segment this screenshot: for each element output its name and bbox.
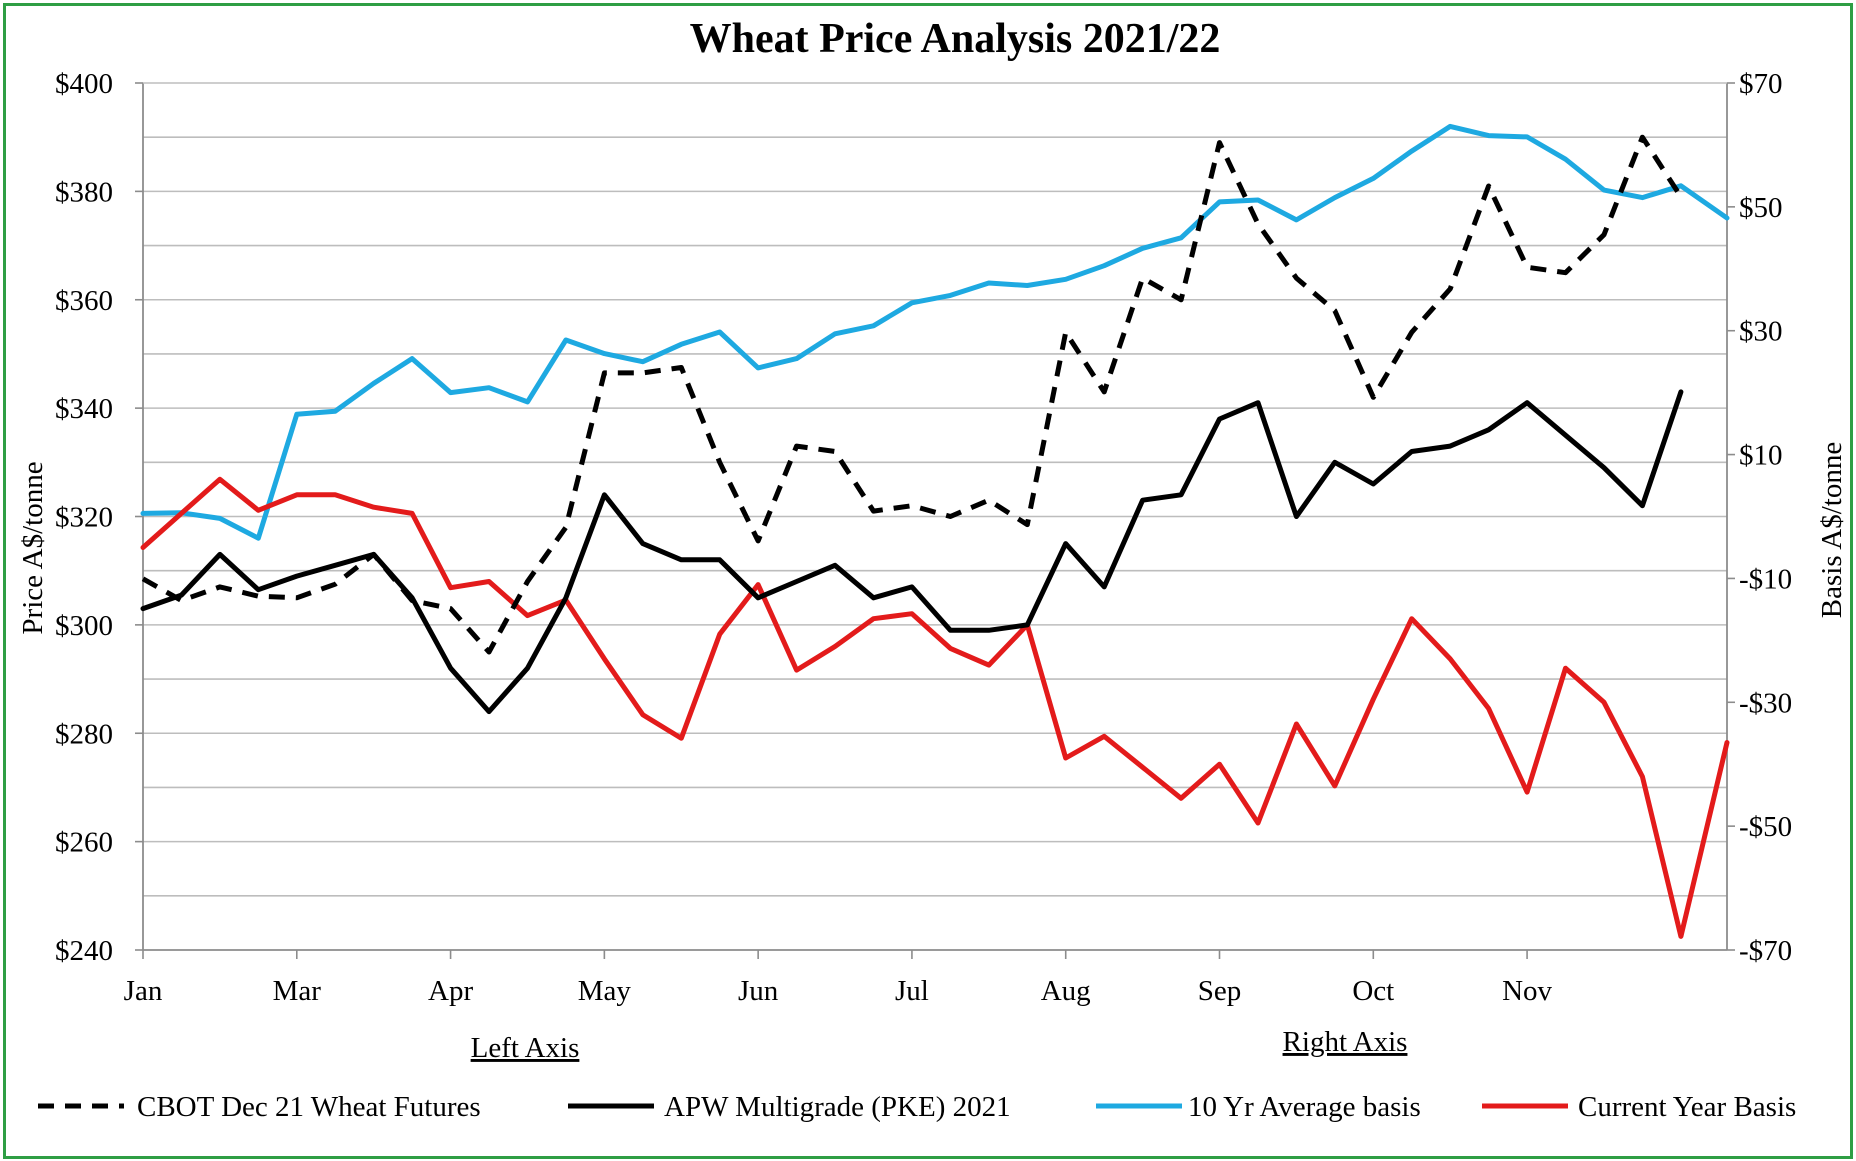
left-tick-label: $380 xyxy=(55,176,113,208)
left-tick-label: $280 xyxy=(55,718,113,750)
x-tick-label: Jul xyxy=(895,975,929,1007)
left-tick-label: $320 xyxy=(55,502,113,534)
legend: CBOT Dec 21 Wheat Futures APW Multigrade … xyxy=(38,1091,1796,1123)
x-axis-ticks: Jan Mar Apr May Jun Jul Aug Sep Oct Nov xyxy=(124,950,1553,1007)
series-line-4 xyxy=(140,476,1730,939)
right-tick-label: -$50 xyxy=(1739,811,1792,843)
right-tick-label: -$30 xyxy=(1739,687,1792,719)
series-lines xyxy=(140,123,1730,939)
series-line-1 xyxy=(141,134,1683,655)
series-line-2 xyxy=(140,389,1684,715)
right-tick-label: -$10 xyxy=(1739,563,1792,595)
series-line-3 xyxy=(140,123,1730,541)
legend-label: Current Year Basis xyxy=(1578,1091,1796,1123)
chart-title: Wheat Price Analysis 2021/22 xyxy=(690,16,1221,62)
right-axis-ticks: -$70 -$50 -$30 -$10 $10 $30 $50 $70 xyxy=(1727,68,1792,967)
gridlines xyxy=(143,136,1727,897)
right-axis-note: Right Axis xyxy=(1283,1026,1408,1058)
left-axis-note: Left Axis xyxy=(471,1032,580,1064)
x-tick-label: Oct xyxy=(1352,975,1394,1007)
plot-axes xyxy=(142,82,1728,951)
right-tick-label: $70 xyxy=(1739,68,1783,100)
right-tick-label: $30 xyxy=(1739,316,1783,348)
x-tick-label: Sep xyxy=(1198,975,1242,1007)
left-axis-label: Price A$/tonne xyxy=(17,461,49,634)
x-tick-label: Apr xyxy=(428,975,473,1007)
left-tick-label: $300 xyxy=(55,610,113,642)
legend-label: 10 Yr Average basis xyxy=(1188,1091,1421,1123)
x-tick-label: May xyxy=(578,975,632,1007)
left-axis-ticks: $240 $260 $280 $300 $320 $340 $360 $380 $400 xyxy=(55,68,143,967)
left-tick-label: $400 xyxy=(55,68,113,100)
left-tick-label: $340 xyxy=(55,393,113,425)
left-tick-label: $360 xyxy=(55,285,113,317)
x-tick-label: Nov xyxy=(1502,975,1552,1007)
x-tick-label: Mar xyxy=(273,975,322,1007)
legend-label: APW Multigrade (PKE) 2021 xyxy=(664,1091,1011,1123)
x-tick-label: Aug xyxy=(1041,975,1091,1007)
right-tick-label: $50 xyxy=(1739,192,1783,224)
right-axis-label: Basis A$/tonne xyxy=(1816,442,1848,618)
legend-label: CBOT Dec 21 Wheat Futures xyxy=(137,1091,481,1123)
x-tick-label: Jan xyxy=(124,975,163,1007)
x-tick-label: Jun xyxy=(738,975,779,1007)
right-tick-label: $10 xyxy=(1739,440,1783,472)
left-tick-label: $240 xyxy=(55,935,113,967)
left-tick-label: $260 xyxy=(55,827,113,859)
chart-frame xyxy=(3,3,1853,1159)
right-tick-label: -$70 xyxy=(1739,935,1792,967)
